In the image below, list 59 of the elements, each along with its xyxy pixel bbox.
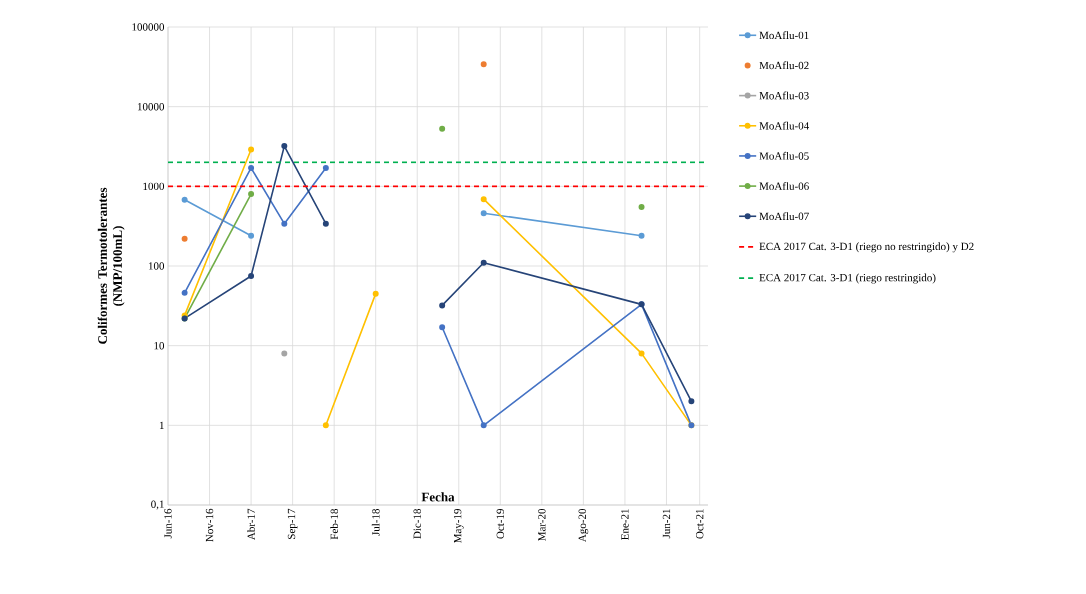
point: [480, 259, 487, 266]
y-tick-label: 10000: [137, 102, 165, 111]
point: [439, 302, 446, 309]
point: [439, 324, 446, 331]
legend-label: MoAflu-03: [759, 91, 809, 100]
x-tick-label: Sep-17: [287, 508, 298, 539]
point: [281, 350, 288, 357]
x-tick-label: Oct-19: [496, 508, 505, 539]
point: [480, 422, 487, 429]
point: [181, 196, 188, 203]
x-tick-label: Ago-20: [578, 508, 589, 543]
x-tick-label: Nov-16: [205, 508, 214, 542]
x-axis-title: Fecha: [421, 492, 455, 502]
point: [372, 290, 379, 297]
legend-label: ECA 2017 Cat. 3-D1 (riego no restringido) y D2: [759, 242, 974, 253]
y-tick-label: 1000: [143, 182, 165, 191]
point: [322, 422, 329, 429]
x-tick-label: Jul-18: [371, 508, 380, 536]
y-axis-title: Coliformes Termotolerantes (NMP/100mL): [97, 187, 125, 344]
point: [688, 398, 695, 405]
x-tick-label: Abr-17: [247, 508, 255, 540]
point: [638, 232, 645, 239]
x-tick-label: Feb-18: [330, 508, 339, 540]
point: [248, 146, 255, 153]
point: [248, 232, 255, 239]
legend-label: MoAflu-06: [759, 182, 809, 190]
x-tick-label: May-19: [453, 508, 464, 544]
point: [480, 196, 487, 203]
legend-label: MoAflu-02: [759, 61, 809, 70]
legend-label: ECA 2017 Cat. 3-D1 (riego restringido): [759, 273, 936, 284]
x-tick-label: Oct-21: [696, 509, 704, 539]
x-tick-label: Dic-18: [413, 508, 421, 539]
point: [248, 191, 255, 198]
point: [181, 235, 188, 242]
legend-label: MoAflu-07: [759, 212, 809, 221]
point: [439, 125, 446, 132]
x-tick-label: Mar-20: [538, 508, 546, 541]
x-tick-label: Jun-16: [164, 508, 172, 539]
x-tick-label: Jun-21: [662, 509, 671, 539]
point: [248, 164, 255, 171]
y-tick-label: 10: [154, 341, 165, 350]
legend-label: MoAflu-05: [759, 151, 809, 160]
point: [480, 210, 487, 217]
y-tick-label: 100000: [132, 23, 165, 31]
point: [248, 272, 255, 279]
point: [322, 164, 329, 171]
point: [181, 289, 188, 296]
point: [322, 220, 329, 227]
point: [281, 220, 288, 227]
point: [638, 204, 645, 211]
point: [638, 350, 645, 357]
point: [480, 61, 487, 68]
y-tick-label: 0,1: [151, 500, 164, 510]
legend-label: MoAflu-01: [759, 31, 809, 40]
y-tick-label: 100: [148, 262, 165, 270]
y-tick-label: 1: [159, 421, 164, 429]
x-tick-label: Ene-21: [621, 509, 629, 540]
point: [281, 143, 288, 150]
legend-label: MoAflu-04: [759, 121, 810, 130]
